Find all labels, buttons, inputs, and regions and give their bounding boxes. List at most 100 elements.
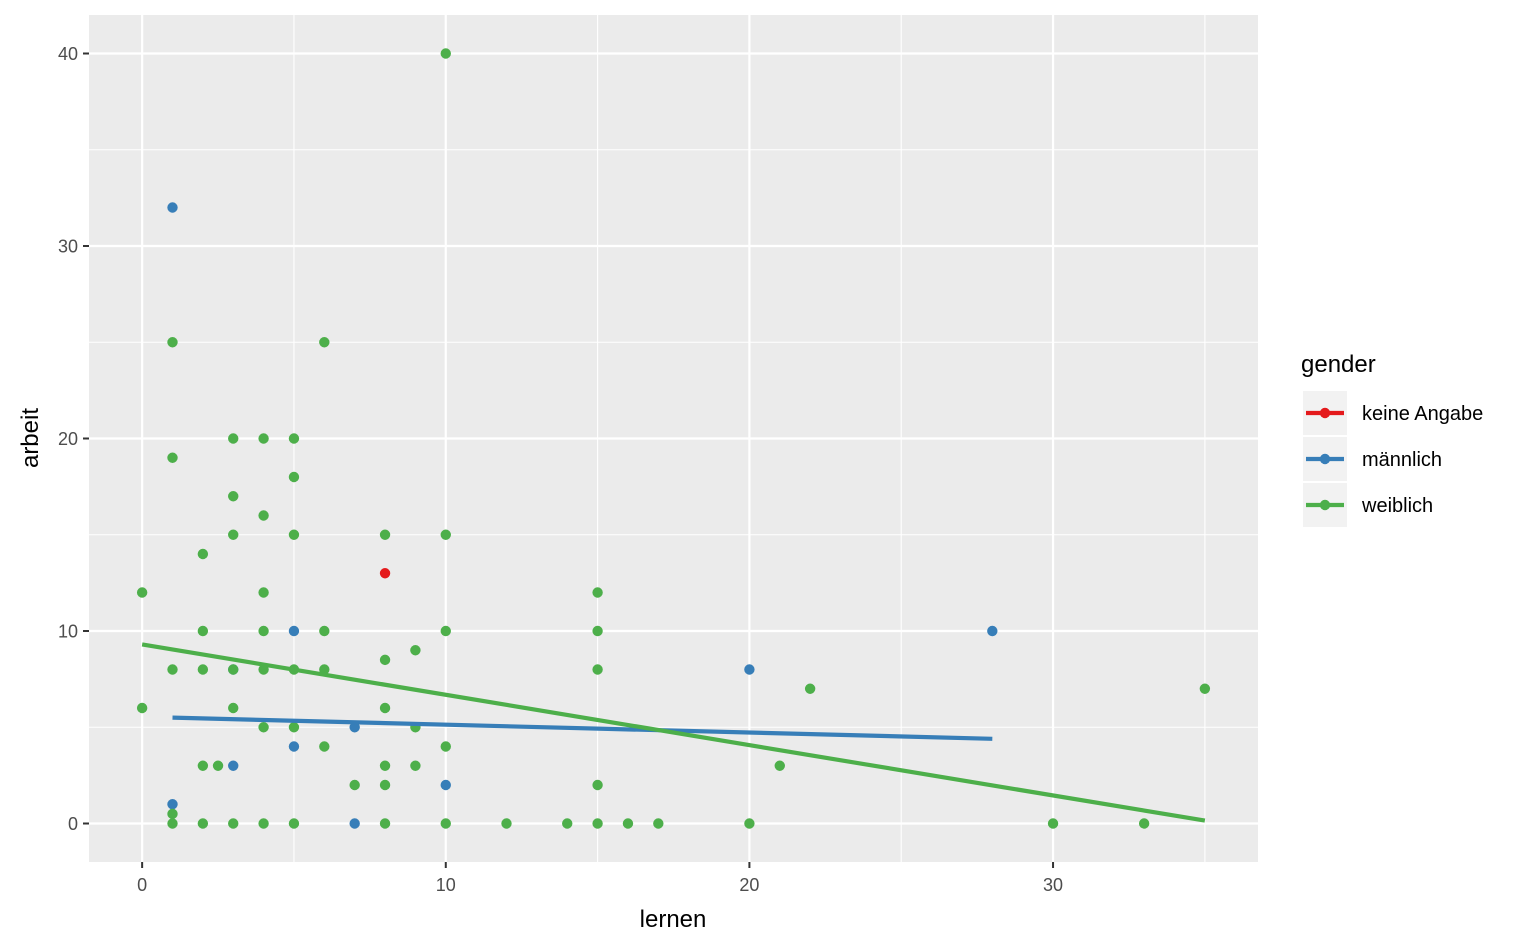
x-tick-label: 30 <box>1043 875 1063 895</box>
data-point <box>1047 818 1059 829</box>
data-point <box>562 818 573 829</box>
data-point <box>258 722 269 733</box>
data-point <box>440 741 451 752</box>
data-point <box>440 779 451 791</box>
data-point <box>774 760 785 771</box>
data-point <box>319 741 330 752</box>
data-point <box>288 818 300 829</box>
data-point <box>410 645 421 656</box>
data-point <box>379 654 391 666</box>
data-point <box>319 664 330 675</box>
data-point <box>228 760 239 771</box>
data-point <box>167 452 178 463</box>
data-point <box>197 760 209 771</box>
data-point <box>349 779 360 791</box>
data-point <box>592 664 603 675</box>
data-point <box>379 760 391 771</box>
data-point <box>136 702 148 714</box>
legend-key-point <box>1319 499 1331 511</box>
major-gridlines <box>89 15 1258 862</box>
legend-label: keine Angabe <box>1362 403 1483 425</box>
data-point <box>501 818 512 829</box>
legend-key: weiblich <box>1303 483 1433 527</box>
data-point <box>379 779 391 791</box>
data-point <box>228 818 239 829</box>
data-point <box>167 808 178 820</box>
trend-lines <box>141 642 1206 823</box>
y-axis-title: arbeit <box>17 408 44 468</box>
data-point <box>258 510 269 521</box>
legend-key: männlich <box>1303 437 1442 481</box>
data-point <box>197 664 209 675</box>
data-point <box>212 760 224 771</box>
data-point <box>379 568 391 579</box>
data-point <box>167 202 178 213</box>
data-point <box>258 433 269 444</box>
data-point <box>288 625 300 637</box>
trend-line <box>172 715 993 741</box>
legend-key: keine Angabe <box>1303 391 1483 435</box>
y-tick-label: 20 <box>58 429 78 449</box>
data-point <box>197 625 209 637</box>
y-axis: 0 10 20 30 40 <box>58 44 89 834</box>
data-point <box>592 818 603 829</box>
data-point <box>349 818 360 829</box>
data-point <box>197 818 209 829</box>
x-axis-title: lernen <box>640 906 707 933</box>
legend-label: weiblich <box>1361 495 1433 517</box>
data-point <box>1138 818 1150 829</box>
trend-line <box>141 642 1206 823</box>
y-tick-label: 0 <box>68 814 78 834</box>
data-point <box>804 683 816 694</box>
data-point <box>288 741 300 752</box>
data-point <box>744 818 755 829</box>
data-point <box>592 625 603 637</box>
y-tick-label: 40 <box>58 44 78 64</box>
x-axis: 0 10 20 30 <box>137 862 1063 895</box>
data-point <box>379 818 391 829</box>
x-tick-label: 20 <box>739 875 759 895</box>
data-point <box>258 587 269 598</box>
data-point <box>288 471 300 483</box>
legend: gender keine Angabe männlich weiblich <box>1301 351 1483 527</box>
data-point <box>167 818 178 829</box>
data-point <box>1199 683 1211 694</box>
data-point <box>197 548 209 560</box>
data-point <box>136 587 148 598</box>
data-point <box>228 702 239 714</box>
data-point <box>288 433 300 444</box>
data-point <box>592 779 603 791</box>
data-point <box>228 529 239 540</box>
y-tick-label: 30 <box>58 237 78 257</box>
legend-key-point <box>1319 453 1331 465</box>
x-tick-label: 10 <box>436 875 456 895</box>
legend-title: gender <box>1301 351 1376 378</box>
data-point <box>987 625 998 637</box>
data-point <box>440 818 451 829</box>
data-point <box>440 625 451 637</box>
x-tick-label: 0 <box>137 875 147 895</box>
data-point <box>288 722 300 733</box>
data-point <box>228 664 239 675</box>
y-tick-label: 10 <box>58 622 78 642</box>
data-point <box>744 664 755 675</box>
data-point <box>592 587 603 598</box>
data-point <box>167 799 178 810</box>
data-point <box>288 529 300 540</box>
legend-label: männlich <box>1362 449 1442 471</box>
data-point <box>167 337 178 348</box>
legend-key-point <box>1319 407 1331 419</box>
data-point <box>228 433 239 444</box>
data-point <box>379 702 391 714</box>
data-point <box>410 760 421 771</box>
data-point <box>228 491 239 502</box>
data-point <box>258 625 269 637</box>
data-point <box>167 664 178 675</box>
data-point <box>319 337 330 348</box>
data-point <box>319 625 330 637</box>
data-point <box>379 529 391 540</box>
data-point <box>349 722 360 733</box>
data-point <box>653 818 664 829</box>
data-point <box>440 529 451 540</box>
